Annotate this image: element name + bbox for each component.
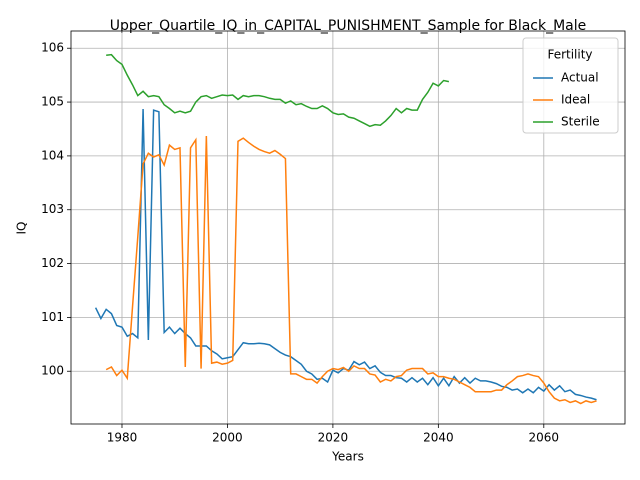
legend: Fertility Actual Ideal Sterile	[522, 37, 619, 134]
lines	[94, 53, 597, 405]
y-tick-label: 106	[41, 41, 64, 55]
x-axis-label: Years	[331, 450, 364, 464]
y-axis-label: IQ	[15, 222, 29, 235]
x-tick-label: 2060	[529, 431, 560, 445]
legend-title: Fertility	[547, 48, 592, 62]
plot-frame	[70, 30, 626, 425]
series-line	[105, 135, 597, 405]
legend-label: Ideal	[561, 93, 590, 107]
y-tick-label: 102	[41, 256, 64, 270]
chart-title: Upper_Quartile_IQ_in_CAPITAL_PUNISHMENT_…	[110, 18, 587, 34]
x-tick-label: 1980	[107, 431, 138, 445]
legend-label: Actual	[561, 71, 599, 85]
legend-box	[522, 37, 619, 134]
y-tick-label: 103	[41, 202, 64, 216]
x-tick-label: 2040	[423, 431, 454, 445]
y-tick-label: 104	[41, 148, 64, 162]
y-tick-label: 100	[41, 364, 64, 378]
series-line	[94, 109, 597, 401]
y-tick-label: 105	[41, 95, 64, 109]
x-tick-label: 2020	[318, 431, 349, 445]
x-tick-label: 2000	[212, 431, 243, 445]
series-line	[106, 53, 450, 128]
y-tick-label: 101	[41, 310, 64, 324]
legend-label: Sterile	[561, 115, 600, 129]
